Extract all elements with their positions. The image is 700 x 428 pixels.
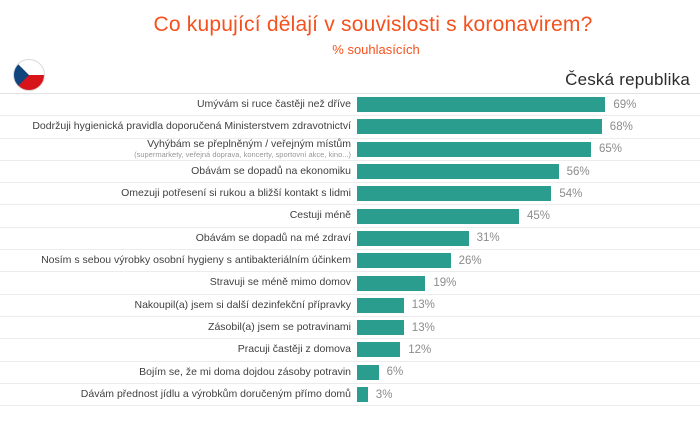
bar-value-label: 31%	[476, 232, 500, 245]
chart-row: Zásobil(a) jsem se potravinami 13%	[0, 317, 700, 340]
chart-row: Bojím se, že mi doma dojdou zásoby potra…	[0, 362, 700, 384]
bar-rect	[357, 230, 469, 246]
chart-row: Nakoupil(a) jsem si další dezinfekční př…	[0, 295, 700, 317]
bar-category-label: Nakoupil(a) jsem si další dezinfekční př…	[0, 298, 357, 311]
bar-category-label: Pracuji častěji z domova	[0, 343, 357, 356]
bar-value-label: 3%	[375, 388, 393, 401]
bar-rect	[357, 208, 519, 224]
chart-row: Vyhýbám se přeplněným / veřejným místům(…	[0, 139, 700, 161]
page: Co kupující dělají v souvislosti s koron…	[0, 13, 700, 428]
bar-rect	[357, 141, 591, 157]
czech-republic-flag-icon	[13, 58, 45, 91]
bar-chart: Umývám si ruce častěji než dříve 69% Dodrž…	[0, 94, 700, 407]
bar-rect	[357, 164, 559, 180]
chart-row: Pracuji častěji z domova 12%	[0, 339, 700, 362]
bar-category-text: Vyhýbám se přeplněným / veřejným místům	[147, 138, 351, 151]
chart-row: Obávám se dopadů na ekonomiku 56%	[0, 161, 700, 184]
bar-category-label: Umývám si ruce častěji než dříve	[0, 97, 357, 110]
chart-row: Nosím s sebou výrobky osobní hygieny s a…	[0, 250, 700, 273]
bar-category-label: Nosím s sebou výrobky osobní hygieny s a…	[0, 254, 357, 267]
chart-row: Dodržuji hygienická pravidla doporučená …	[0, 116, 700, 139]
bar-value-label: 56%	[566, 165, 590, 178]
bar-rect	[357, 253, 451, 269]
bar-rect	[357, 342, 401, 358]
chart-row: Obávám se dopadů na mé zdraví 31%	[0, 228, 700, 251]
bar-rect	[357, 119, 602, 135]
bar-category-text: Dodržuji hygienická pravidla doporučená …	[32, 120, 351, 133]
bar-value-label: 68%	[609, 120, 633, 133]
bar-value-label: 26%	[458, 254, 482, 267]
bar-category-label: Omezuji potřesení si rukou a bližší kont…	[0, 187, 357, 200]
chart-row: Cestuji méně 45%	[0, 205, 700, 228]
bar-category-label: Vyhýbám se přeplněným / veřejným místům(…	[0, 139, 357, 159]
bar-value-label: 13%	[411, 299, 435, 312]
country-header: Česká republika	[0, 57, 700, 94]
bar-value-label: 65%	[599, 143, 623, 156]
bar-rect	[357, 275, 426, 291]
bar-rect	[357, 297, 404, 313]
bar-value-label: 19%	[433, 277, 457, 290]
bar-value-label: 13%	[411, 321, 435, 334]
chart-row: Stravuji se méně mimo domov 19%	[0, 272, 700, 295]
bar-category-note: (supermarkety, veřejná doprava, koncerty…	[134, 149, 351, 159]
bar-category-label: Zásobil(a) jsem se potravinami	[0, 320, 357, 333]
bar-value-label: 69%	[613, 98, 637, 111]
chart-title: Co kupující dělají v souvislosti s koron…	[153, 13, 593, 36]
bar-category-label: Cestuji méně	[0, 209, 357, 222]
bar-value-label: 12%	[408, 343, 432, 356]
bar-value-label: 45%	[527, 210, 551, 223]
bar-category-text: Bojím se, že mi doma dojdou zásoby potra…	[139, 365, 351, 378]
bar-rect	[357, 97, 606, 113]
bar-category-text: Cestuji méně	[289, 209, 351, 222]
bar-category-label: Dodržuji hygienická pravidla doporučená …	[0, 120, 357, 133]
chart-row: Omezuji potřesení si rukou a bližší kont…	[0, 183, 700, 206]
bar-category-text: Pracuji častěji z domova	[237, 343, 351, 356]
bar-category-label: Obávám se dopadů na ekonomiku	[0, 164, 357, 177]
bar-value-label: 54%	[559, 187, 583, 200]
bar-category-text: Dávám přednost jídlu a výrobkům doručený…	[80, 387, 351, 400]
bar-rect	[357, 364, 379, 380]
bar-category-label: Stravuji se méně mimo domov	[0, 276, 357, 289]
bar-category-text: Umývám si ruce častěji než dříve	[196, 97, 351, 110]
bar-rect	[357, 320, 404, 336]
bar-category-label: Obávám se dopadů na mé zdraví	[0, 231, 357, 244]
country-label: Česká republika	[565, 70, 690, 89]
bar-value-label: 6%	[386, 366, 404, 379]
bar-rect	[357, 186, 552, 202]
bar-category-text: Obávám se dopadů na ekonomiku	[191, 164, 351, 177]
bar-category-text: Zásobil(a) jsem se potravinami	[208, 320, 351, 333]
bar-category-label: Dávám přednost jídlu a výrobkům doručený…	[0, 387, 357, 400]
chart-subtitle: % souhlasících	[332, 42, 420, 57]
bar-category-text: Nakoupil(a) jsem si další dezinfekční př…	[134, 298, 351, 311]
bar-category-label: Bojím se, že mi doma dojdou zásoby potra…	[0, 365, 357, 378]
bar-category-text: Omezuji potřesení si rukou a bližší kont…	[121, 187, 351, 200]
bar-category-text: Nosím s sebou výrobky osobní hygieny s a…	[41, 254, 351, 267]
chart-row: Dávám přednost jídlu a výrobkům doručený…	[0, 384, 700, 407]
bar-category-text: Obávám se dopadů na mé zdraví	[195, 231, 351, 244]
bar-rect	[357, 387, 368, 402]
bar-category-text: Stravuji se méně mimo domov	[209, 276, 351, 289]
chart-row: Umývám si ruce častěji než dříve 69%	[0, 94, 700, 117]
